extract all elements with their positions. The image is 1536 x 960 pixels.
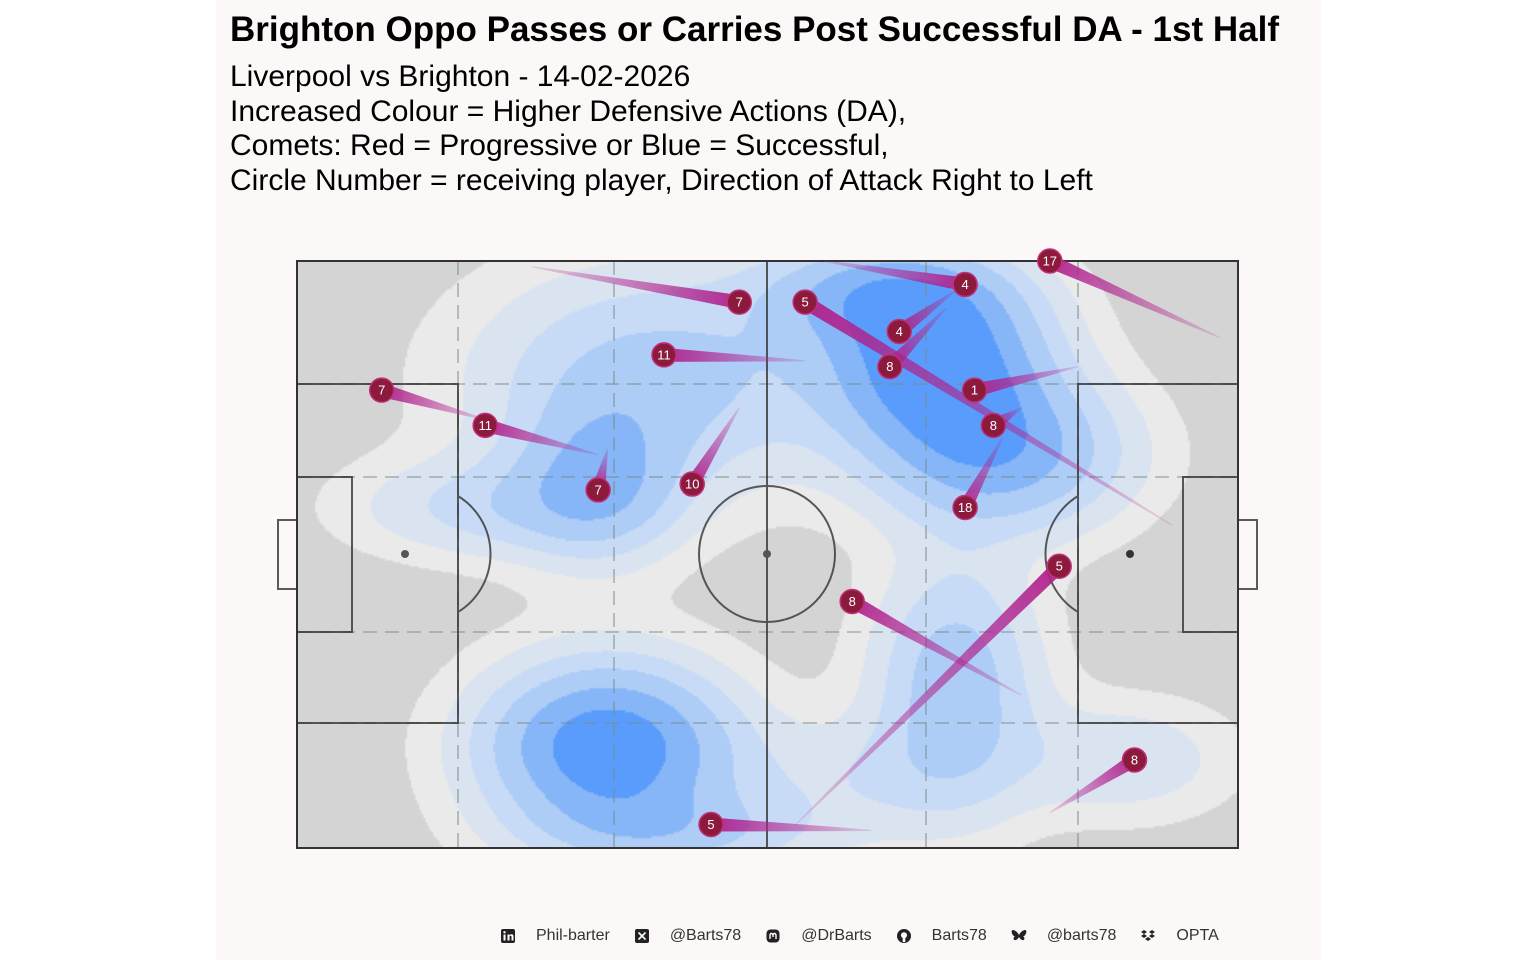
player-number-14: 5 [1056,559,1063,574]
footer-x-label: @Barts78 [669,927,742,944]
linkedin-icon [500,928,516,944]
player-number-1: 5 [802,295,809,310]
footer-mastodon-label: @DrBarts [801,927,872,944]
comet-12 [686,407,740,488]
player-marker-13 [952,494,978,521]
player-number-5: 11 [657,347,671,362]
comet-0 [532,266,741,309]
pitch-markings [277,260,1258,849]
player-marker-17 [698,811,724,838]
player-marker-12 [679,471,705,497]
subtitle-line-2: Increased Colour = Higher Defensive Acti… [230,95,907,128]
comet-5 [663,347,806,362]
player-number-12: 10 [685,477,699,492]
comet-3 [1046,254,1220,338]
player-marker-2 [952,271,978,298]
player-number-15: 8 [849,594,856,609]
player-marker-11 [585,477,611,503]
player-marker-0 [726,289,753,315]
bluesky-icon [1011,928,1027,944]
comet-15 [848,595,1022,696]
comet-2 [823,260,967,292]
player-number-2: 4 [961,277,968,292]
player-marker-8 [368,377,395,403]
comets-layer [379,254,1220,832]
player-number-3: 17 [1043,254,1057,269]
player-marker-5 [651,342,677,368]
player-number-8: 7 [378,383,385,398]
comet-9 [483,418,599,456]
x-icon [634,928,650,944]
player-marker-15 [839,588,865,615]
player-number-6: 8 [886,359,893,374]
player-number-10: 8 [990,418,997,433]
player-marker-6 [877,353,903,380]
comet-16 [1049,754,1139,814]
player-marker-14 [1046,553,1072,579]
player-number-13: 18 [958,500,972,515]
player-number-9: 11 [478,418,492,433]
subtitle-line-1: Liverpool vs Brighton - 14-02-2026 [230,60,691,93]
chart-title: Brighton Oppo Passes or Carries Post Suc… [230,10,1279,49]
comet-7 [972,366,1079,397]
comet-17 [710,817,872,832]
subtitle-line-3: Comets: Red = Progressive or Blue = Succ… [230,129,889,162]
player-marker-3 [1037,248,1063,274]
footer-credits: Phil-barter @Barts78 @DrBarts Barts78 @b… [500,924,1243,948]
player-number-7: 1 [971,383,978,398]
player-number-0: 7 [736,295,743,310]
player-number-16: 8 [1131,752,1138,767]
mastodon-icon [765,928,781,944]
player-number-11: 7 [595,482,602,497]
comet-13 [958,436,1004,511]
player-marker-1 [792,289,818,315]
subtitle-line-4: Circle Number = receiving player, Direct… [230,164,1093,197]
player-marker-7 [961,377,988,403]
github-icon [896,928,912,944]
player-number-17: 5 [707,817,714,832]
player-marker-10 [980,412,1007,439]
comet-14 [795,561,1065,825]
player-marker-4 [886,318,912,345]
footer-github-label: Barts78 [931,927,987,944]
player-marker-16 [1121,747,1148,773]
comet-6 [884,307,947,372]
comet-8 [379,383,486,421]
dropbox-icon [1140,928,1156,944]
footer-bluesky-label: @barts78 [1046,927,1117,944]
footer-source-label: OPTA [1176,927,1219,944]
player-marker-9 [472,412,498,439]
player-number-4: 4 [896,324,903,339]
footer-linkedin-label: Phil-barter [536,927,610,944]
